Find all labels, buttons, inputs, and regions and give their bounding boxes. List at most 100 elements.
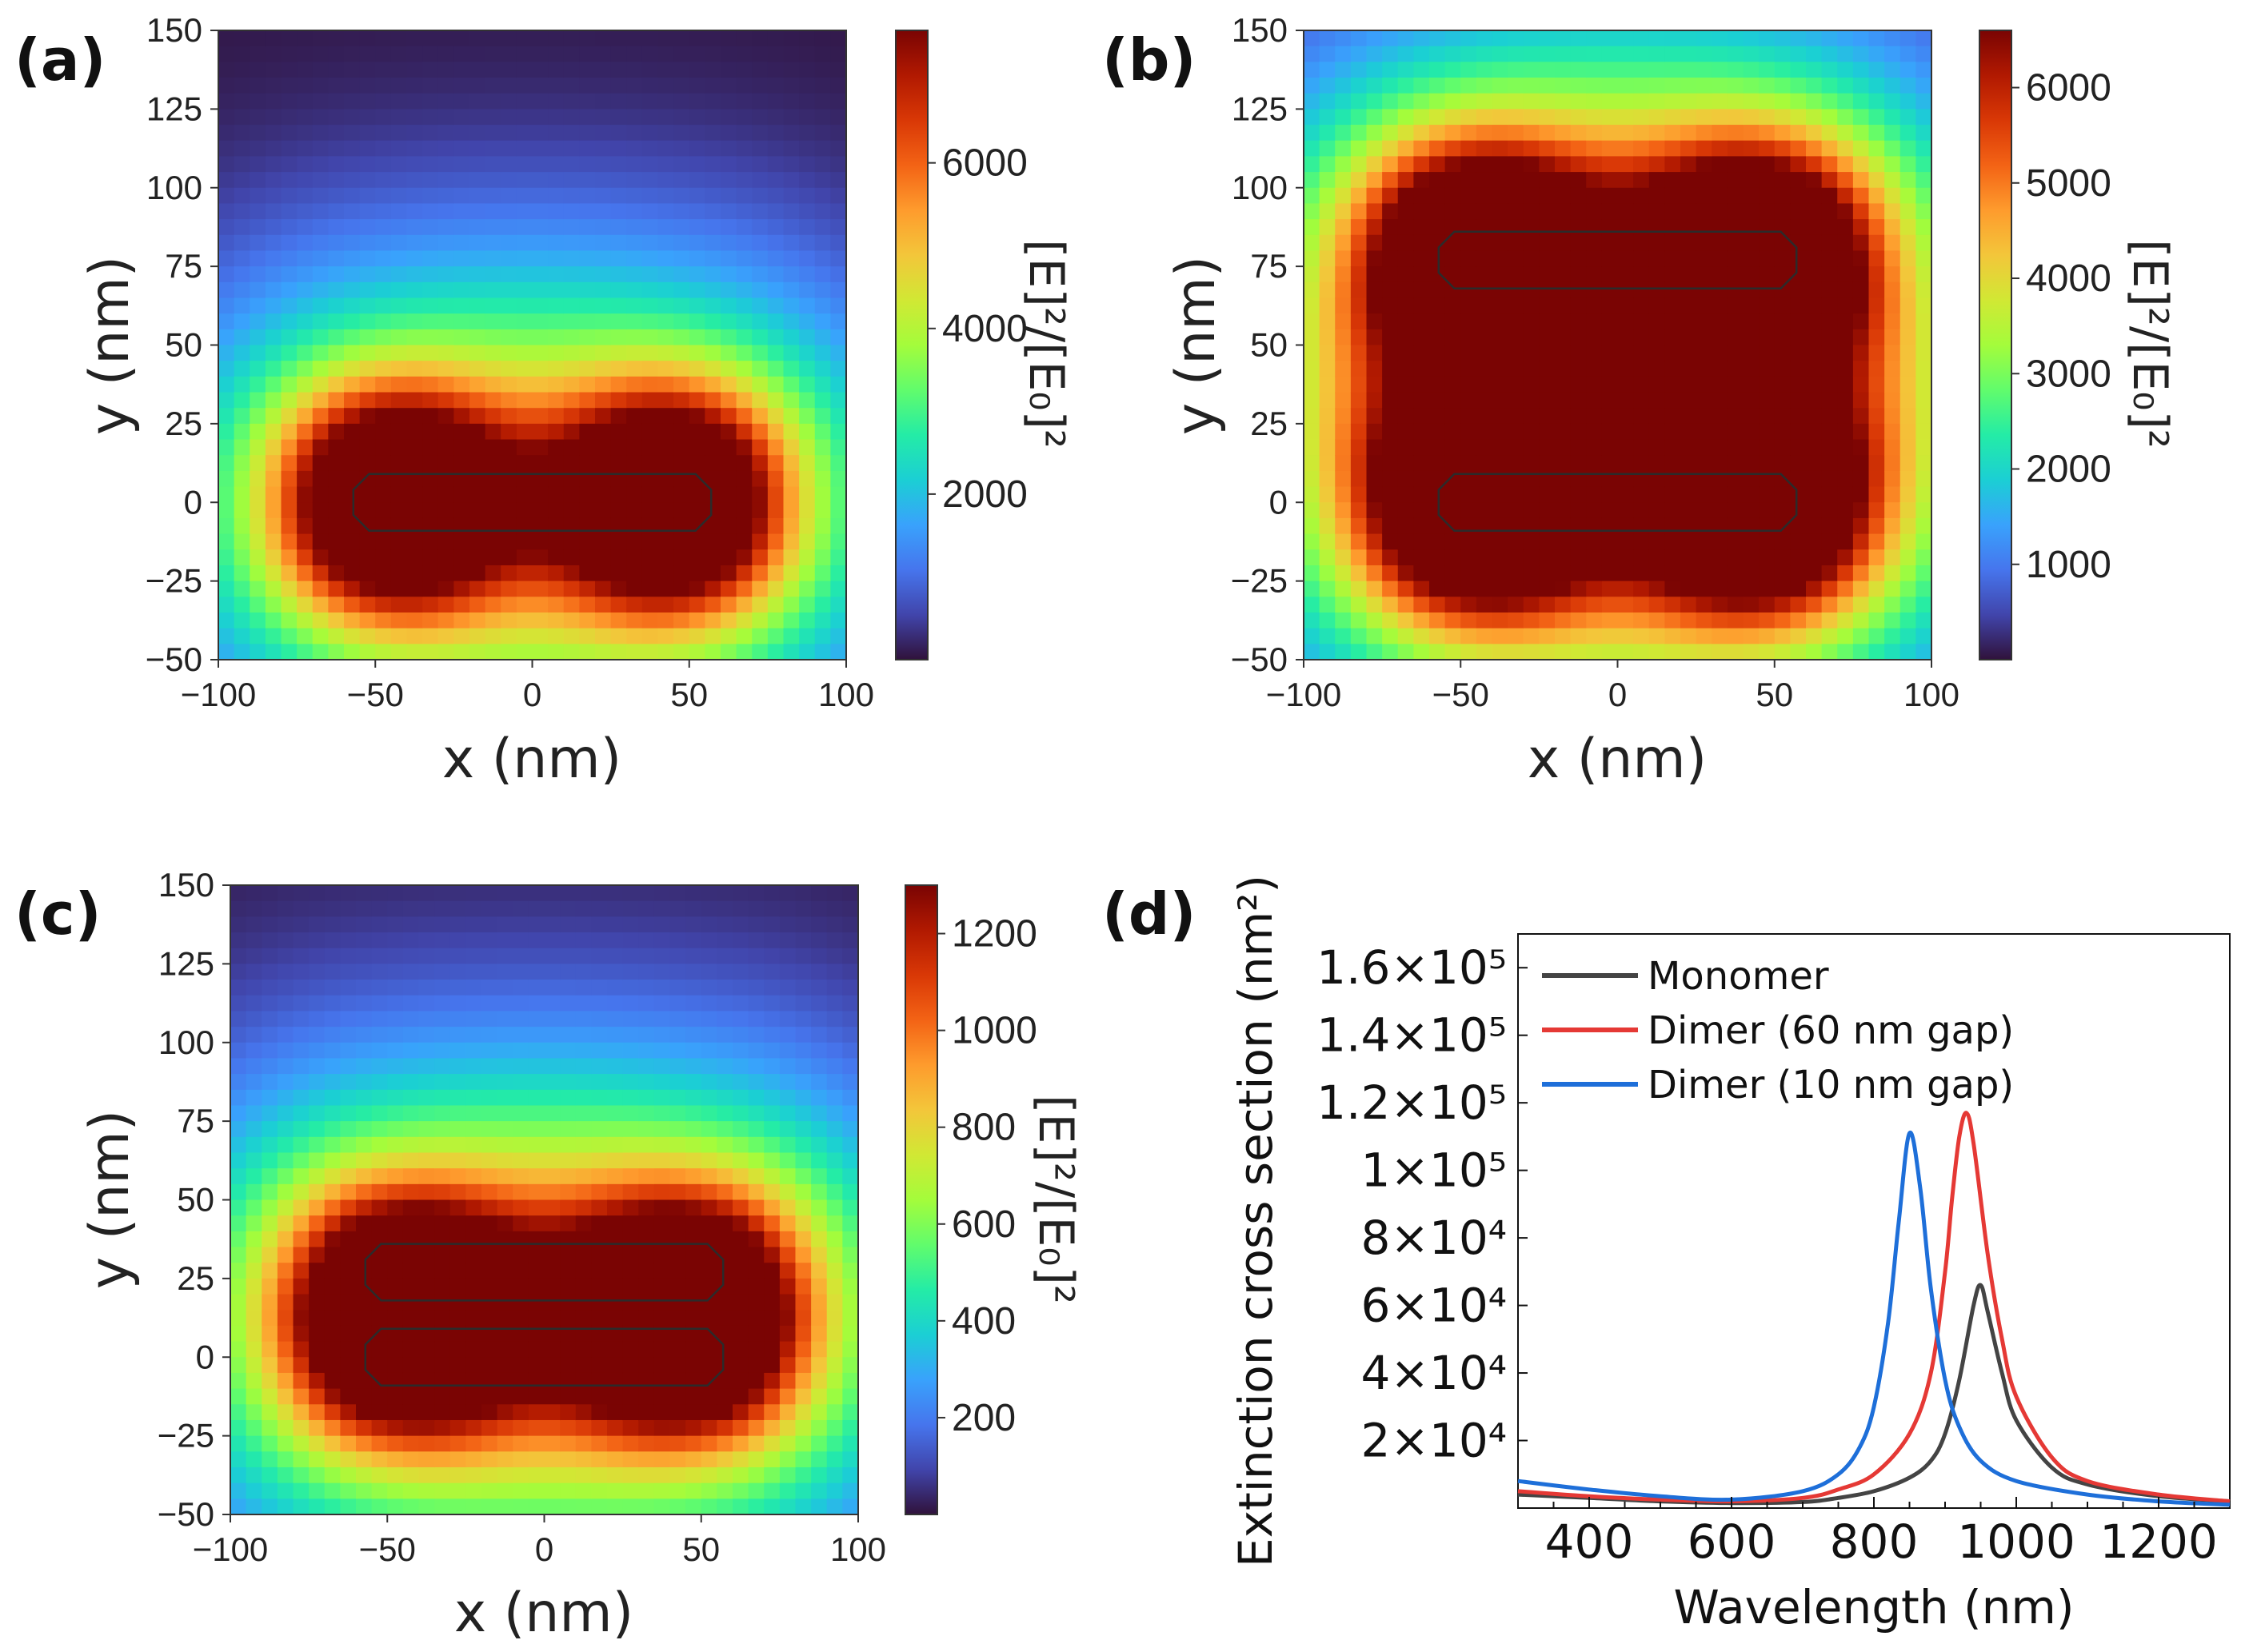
heatmap-cell [1884,581,1901,597]
heatmap-cell [328,62,345,78]
heatmap-cell [733,964,749,980]
x-ticks-c: −100 −50 0 50 100 [193,1514,886,1568]
heatmap-cell [1712,203,1728,220]
heatmap-cell [418,1247,435,1263]
heatmap-cell [830,140,847,157]
heatmap-cell [406,408,423,425]
heatmap-cell [705,455,721,472]
heatmap-cell [842,1310,859,1327]
heatmap-cell [218,581,235,597]
heatmap-cell [359,297,376,314]
heatmap-cell [281,62,298,78]
heatmap-cell [607,1372,624,1390]
heatmap-cell [1523,644,1540,660]
heatmap-cell [513,932,529,949]
heatmap-cell [548,597,565,613]
heatmap-cell [705,297,721,314]
heatmap-cell [344,109,361,126]
heatmap-cell [826,1325,843,1343]
heatmap-cell [218,250,235,267]
heatmap-cell [262,1042,278,1059]
heatmap-cell [767,486,785,503]
heatmap-cell [795,1294,812,1311]
heatmap-cell [359,46,376,62]
heatmap-cell [1633,78,1650,94]
heatmap-cell [356,1183,373,1201]
heatmap-cell [783,392,800,409]
heatmap-cell [387,1498,404,1515]
heatmap-cell [1743,644,1760,660]
heatmap-cell [1743,361,1760,377]
heatmap-cell [717,1215,733,1232]
heatmap-cell [481,1278,498,1295]
heatmap-cell [359,109,376,126]
heatmap-cell [548,329,565,346]
heatmap-cell [1413,62,1430,78]
heatmap-cell [1508,93,1524,110]
heatmap-cell [641,612,659,629]
colorbar-label-a: [E]²/[E₀]² [1018,239,1074,449]
heatmap-cell [1460,125,1477,142]
heatmap-cell [328,281,345,299]
heatmap-cell [1821,109,1838,126]
heatmap-cell [752,470,769,488]
heatmap-cell [465,948,482,964]
heatmap-cell [1821,361,1838,377]
heatmap-cell [811,1168,828,1185]
heatmap-cell [293,1451,310,1468]
heatmap-cell [607,1435,624,1452]
heatmap-cell [532,455,549,472]
heatmap-cell [309,1357,326,1374]
heatmap-cell [1806,517,1823,535]
heatmap-cell [356,900,373,917]
heatmap-cell [1350,281,1368,299]
heatmap-cell [501,423,517,441]
heatmap-cell [390,313,408,330]
heatmap-cell [1601,62,1619,78]
heatmap-cell [1601,533,1619,550]
heatmap-cell [1633,455,1650,472]
heatmap-cell [1555,156,1572,173]
heatmap-cell [1382,517,1399,535]
heatmap-cell [528,1215,545,1232]
heatmap-cell [657,156,674,173]
heatmap-cell [481,1121,498,1138]
heatmap-cell [218,187,235,205]
heatmap-cell [1852,361,1870,377]
heatmap-cell [669,964,686,980]
heatmap-cell [575,1215,592,1232]
heatmap-cell [1304,549,1320,566]
heatmap-cell [1712,581,1728,597]
heatmap-cell [434,1089,451,1107]
heatmap-cell [1304,109,1320,126]
heatmap-cell [501,234,517,252]
heatmap-cell [814,140,831,157]
heatmap-cell [1476,172,1493,189]
heatmap-cell [622,1466,639,1484]
heatmap-cell [563,392,580,409]
heatmap-cell [1868,125,1885,142]
heatmap-cell [528,1183,545,1201]
heatmap-cell [532,565,549,582]
panel-a: (a) −100 −50 0 50 100 1501251007550250−25−50… [14,11,1074,791]
heatmap-cell [748,1435,765,1452]
heatmap-cell [701,1294,717,1311]
heatmap-cell [422,93,439,110]
heatmap-cell [767,125,785,142]
heatmap-cell [563,549,580,566]
heatmap-cell [1743,62,1760,78]
heatmap-cell [1508,644,1524,660]
nanorod-outline [1437,230,1798,289]
heatmap-cell [548,46,565,62]
heatmap-cell [1617,62,1634,78]
heatmap-cell [281,281,298,299]
heatmap-cell [736,78,753,94]
heatmap-cell [1366,46,1383,62]
heatmap-cell [752,361,769,377]
heatmap-cell [701,1089,717,1107]
heatmap-cell [246,1498,262,1515]
heatmap-cell [610,329,627,346]
heatmap-cell [356,1168,373,1185]
heatmap-cell [422,62,439,78]
heatmap-cell [328,376,345,393]
